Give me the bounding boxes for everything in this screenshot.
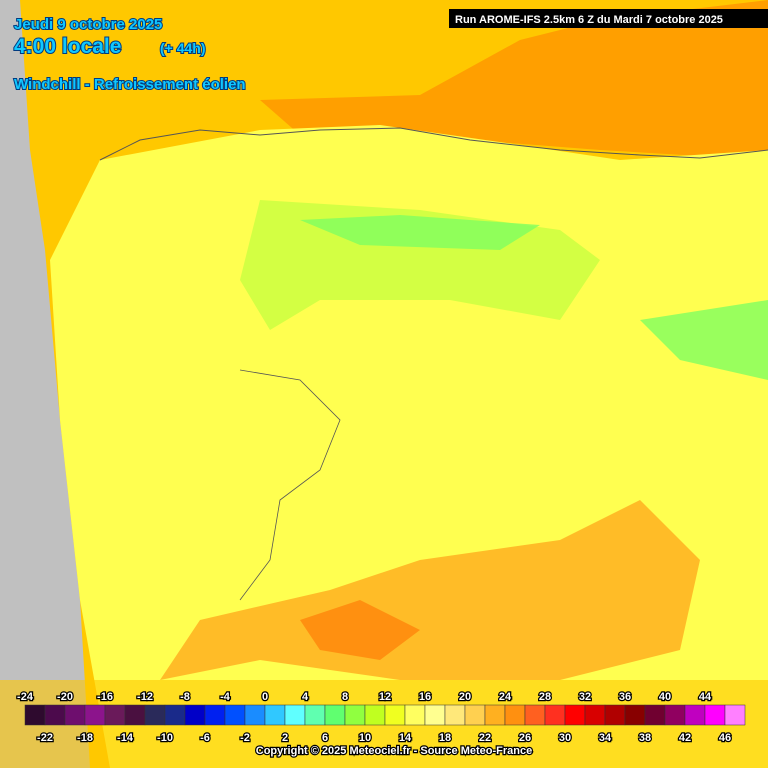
legend-swatch: [624, 704, 646, 726]
legend-label: -16: [97, 691, 113, 703]
legend-label: -14: [117, 732, 134, 744]
legend-swatch: [284, 704, 306, 726]
legend-swatch: [184, 704, 206, 726]
legend-swatch: [24, 704, 46, 726]
sea-warm: [260, 0, 768, 160]
legend-label: 26: [519, 732, 531, 744]
date: Jeudi 9 octobre 2025: [14, 16, 162, 33]
legend-label: 34: [599, 732, 612, 744]
legend-swatch: [344, 704, 366, 726]
legend-label: 40: [659, 691, 671, 703]
cold-east: [640, 300, 768, 380]
legend-swatch: [144, 704, 166, 726]
legend-swatch: [84, 704, 106, 726]
legend-label: 4: [302, 691, 309, 703]
legend-swatch: [324, 704, 346, 726]
legend-swatch: [164, 704, 186, 726]
warm-core: [300, 600, 420, 660]
legend-label: 30: [559, 732, 571, 744]
legend-swatch: [684, 704, 706, 726]
legend-label: 42: [679, 732, 691, 744]
legend-label: 6: [322, 732, 328, 744]
legend-label: 24: [499, 691, 512, 703]
copyright: Copyright © 2025 Meteociel.fr - Source M…: [256, 745, 532, 757]
legend-label: 2: [282, 732, 288, 744]
legend-label: 36: [619, 691, 631, 703]
legend-label: 12: [379, 691, 391, 703]
legend-swatch: [444, 704, 466, 726]
legend-swatch: [384, 704, 406, 726]
legend-label: 14: [399, 732, 412, 744]
legend-label: 22: [479, 732, 491, 744]
time: 4:00 locale: [14, 35, 121, 58]
legend-label: -24: [17, 691, 34, 703]
legend-swatch: [364, 704, 386, 726]
legend-swatch: [264, 704, 286, 726]
legend-label: -4: [220, 691, 231, 703]
legend-swatch: [64, 704, 86, 726]
legend-label: 16: [419, 691, 431, 703]
coastline: [99, 127, 768, 161]
legend-label: -20: [57, 691, 73, 703]
legend-swatch: [244, 704, 266, 726]
legend-swatch: [124, 704, 146, 726]
legend-label: 10: [359, 732, 371, 744]
legend-swatch: [704, 704, 726, 726]
legend-label: 8: [342, 691, 348, 703]
legend-swatch: [304, 704, 326, 726]
legend-label: 20: [459, 691, 471, 703]
lead-time: (+ 44h): [160, 40, 206, 56]
legend-swatch: [104, 704, 126, 726]
legend-swatch: [644, 704, 666, 726]
legend-swatch: [604, 704, 626, 726]
legend-label: -22: [37, 732, 53, 744]
legend-label: -18: [77, 732, 93, 744]
sea-gray: [0, 0, 90, 768]
legend-swatch: [724, 704, 746, 726]
legend-swatch: [564, 704, 586, 726]
legend-swatch: [464, 704, 486, 726]
legend-swatch: [524, 704, 546, 726]
legend-swatch: [424, 704, 446, 726]
legend-swatch: [404, 704, 426, 726]
run-box: [449, 9, 768, 28]
legend-swatch: [544, 704, 566, 726]
legend-label: -10: [157, 732, 173, 744]
legend-swatch: [224, 704, 246, 726]
legend-swatch: [204, 704, 226, 726]
legend-label: -12: [137, 691, 153, 703]
subtitle: Windchill - Refroissement éolien: [14, 76, 246, 93]
legend-swatch: [44, 704, 66, 726]
cold-core: [300, 215, 540, 250]
border: [239, 369, 341, 601]
legend-label: -8: [180, 691, 190, 703]
legend-label: 44: [699, 691, 712, 703]
run-info: Run AROME-IFS 2.5km 6 Z du Mardi 7 octob…: [455, 14, 723, 26]
warm-south: [160, 500, 700, 680]
legend-swatch: [664, 704, 686, 726]
legend-label: -6: [200, 732, 210, 744]
legend-label: 46: [719, 732, 731, 744]
legend-label: 38: [639, 732, 651, 744]
legend-swatch: [584, 704, 606, 726]
legend-label: 18: [439, 732, 451, 744]
legend-label: 28: [539, 691, 551, 703]
legend-swatch: [484, 704, 506, 726]
legend-label: -2: [240, 732, 250, 744]
legend-swatch: [504, 704, 526, 726]
legend-label: 32: [579, 691, 591, 703]
legend-label: 0: [262, 691, 268, 703]
